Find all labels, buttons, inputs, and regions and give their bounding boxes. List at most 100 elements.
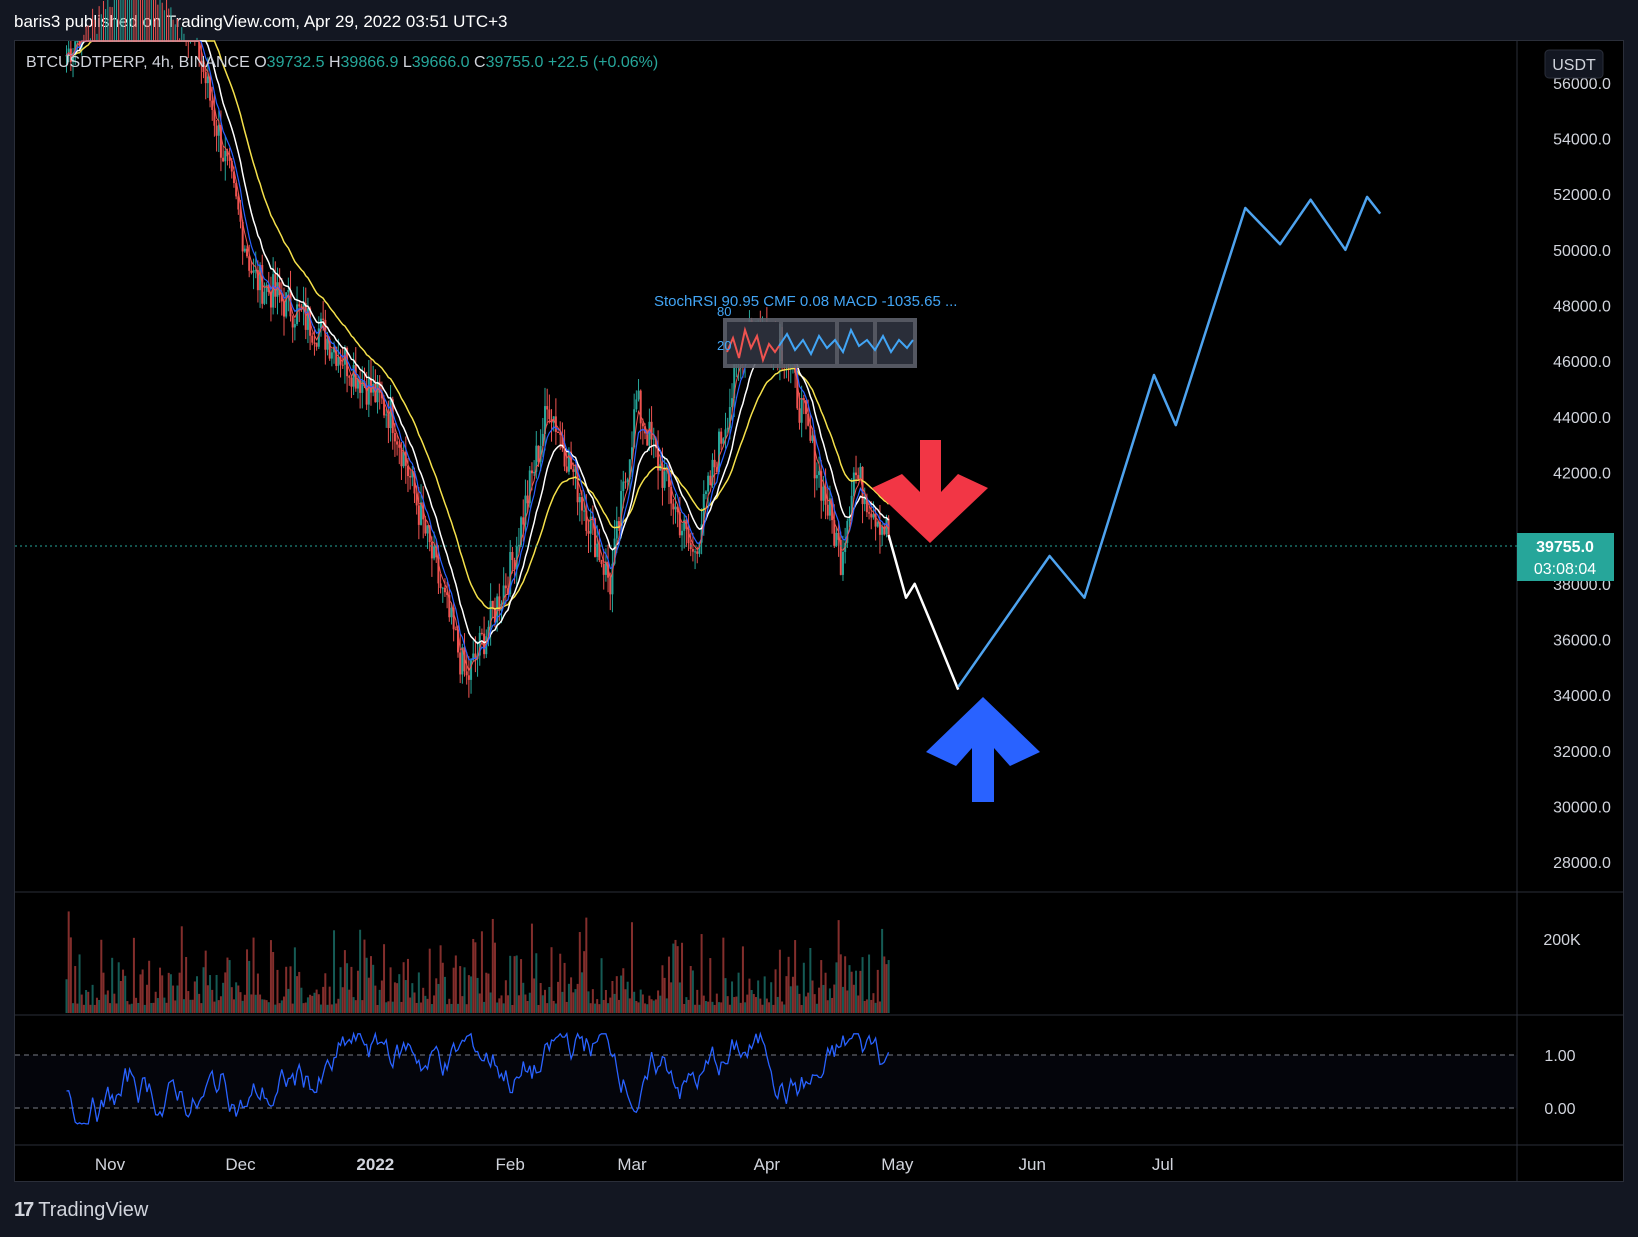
legend-symbol: BTCUSDTPERP, 4h, BINANCE [26,54,250,71]
volume-bar [574,989,577,1013]
volume-bar [759,998,762,1013]
candle-body [319,318,322,329]
volume-bar [411,983,414,1013]
candle-body [796,372,799,409]
volume-bar [778,949,781,1013]
candle-body [365,386,368,405]
volume-bar [554,1003,557,1013]
volume-bar [306,997,309,1013]
volume-bar [191,999,194,1013]
volume-bar [85,990,88,1013]
volume-bar [567,983,570,1013]
volume-bar [763,976,766,1013]
volume-bar [815,1003,818,1013]
candle-body [491,600,494,609]
price-axis[interactable]: 56000.0 54000.0 52000.0 50000.0 48000.0 46000… [1553,76,1611,872]
candle-body [580,497,583,511]
tradingview-logo[interactable]: 17 TradingView [14,1199,148,1222]
candle-body [224,150,227,162]
volume-bar [724,978,727,1013]
volume-bar [585,917,588,1013]
volume-bar [548,986,551,1013]
candle-body [246,248,249,257]
volume-bar [781,1001,784,1013]
candle-body [520,517,523,546]
volume-bar [272,952,275,1013]
volume-bar [437,983,440,1013]
volume-bar [283,996,285,1013]
candle-body [330,352,333,359]
volume-bar [150,1002,153,1013]
candle-body [881,526,884,535]
candle-body [402,451,405,467]
volume-bar [667,956,670,1013]
volume-bar [400,1001,403,1013]
candle-body [241,221,244,252]
volume-bar [354,1000,357,1013]
candle-body [622,481,625,492]
candle-body [722,438,725,444]
candle-body [433,546,436,559]
volume-bar [441,962,444,1013]
volume-bar [672,943,675,1013]
overlay-cell-3 [839,322,873,364]
candle-body [287,290,290,293]
candle-body [478,632,481,656]
currency-badge[interactable] [1544,49,1604,79]
price-tick-10: 34000.0 [1553,688,1611,705]
volume-bar [409,997,412,1013]
volume-bar [728,1004,731,1013]
candle-body [376,381,379,403]
volume-bar [807,992,810,1013]
candle-body [698,542,701,554]
volume-bar [517,995,520,1013]
candle-body [298,304,301,307]
volume-bar [259,994,262,1013]
candle-body [250,270,253,273]
volume-bar [404,980,407,1013]
volume-bar [406,958,409,1013]
candle-body [430,542,433,559]
volume-bar [372,964,375,1013]
candle-body [404,451,407,466]
candle-body [263,291,266,304]
volume-bar [143,1004,146,1013]
volume-bar [361,1000,364,1013]
volume-bar [831,997,834,1013]
volume-bar [243,994,246,1013]
volume-bar [287,988,290,1013]
volume-bar [145,984,148,1013]
candle-body [731,398,734,408]
volume-bar [504,980,507,1013]
volume-bar [576,983,579,1013]
overlay-label: StochRSI 90.95 CMF 0.08 MACD -1035.65 ..… [654,293,957,310]
overlay-red-line [726,326,780,364]
candle-body [846,521,849,543]
candle-body [265,284,268,292]
volume-bar [757,980,760,1013]
time-axis[interactable]: Nov Dec 2022 Feb Mar Apr May Jun Jul [95,1155,1174,1174]
volume-bar [583,951,586,1013]
overlay-cell-4 [877,322,913,364]
volume-bar [837,920,840,1013]
volume-bar [689,966,692,1013]
overlay-level-80: 80 [717,304,731,319]
candle-body [559,432,562,435]
volume-bar [796,985,799,1013]
volume-bar [337,998,340,1013]
last-price-value: 39755.0 [1536,539,1594,556]
candle-body [691,549,694,552]
candle-body [283,301,285,317]
candle-body [809,425,812,441]
volume-bar [365,957,368,1013]
candle-body [633,409,636,448]
candle-body [487,626,490,637]
blue-up-arrow [926,697,1040,802]
volume-bar [715,993,718,1013]
candle-body [855,472,858,476]
volume-bar [204,950,207,1013]
volume-bar [498,998,501,1013]
volume-bar [850,971,853,1013]
candle-body [611,563,614,595]
